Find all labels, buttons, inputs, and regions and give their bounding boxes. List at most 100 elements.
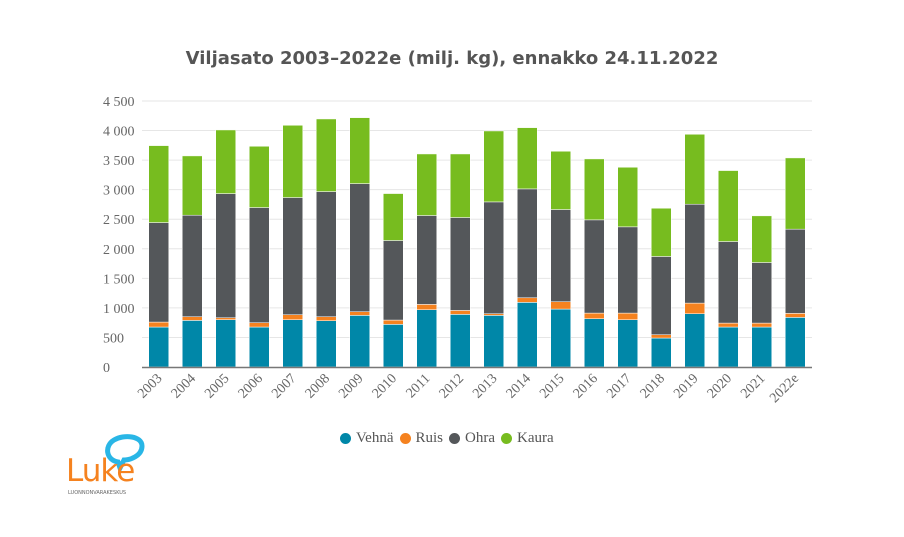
- bar-ruis-2003: [148, 321, 169, 328]
- bar-kaura-2018: [651, 207, 672, 257]
- bar-vehnä-2017: [617, 319, 638, 368]
- legend-label: Vehnä: [356, 430, 394, 446]
- bar-ruis-2022e: [785, 313, 806, 318]
- bar-kaura-2019: [684, 134, 705, 205]
- bar-ruis-2007: [282, 314, 303, 320]
- x-tick-label: 2011: [404, 371, 434, 401]
- bar-ohra-2020: [718, 241, 739, 324]
- bar-ohra-2008: [316, 191, 337, 318]
- legend-label: Kaura: [517, 430, 554, 446]
- x-tick-label: 2005: [202, 371, 232, 401]
- legend-marker-icon: [399, 433, 411, 444]
- bar-vehnä-2019: [684, 313, 705, 368]
- bar-kaura-2010: [383, 193, 404, 241]
- x-tick-label: 2022e: [767, 371, 802, 406]
- y-tick-label: 1 000: [103, 302, 135, 317]
- bar-ohra-2011: [416, 215, 437, 305]
- legend-item-ruis[interactable]: Ruis: [399, 430, 444, 447]
- x-tick-label: 2014: [504, 371, 534, 401]
- leaf-speech-bubble-icon: [105, 434, 145, 472]
- x-tick-label: 2006: [236, 371, 266, 401]
- bar-ruis-2006: [249, 322, 270, 328]
- x-tick-label: 2016: [571, 371, 601, 401]
- bar-ohra-2016: [584, 219, 605, 314]
- bar-kaura-2005: [215, 129, 236, 194]
- bar-kaura-2006: [249, 146, 270, 208]
- x-tick-label: 2020: [705, 371, 735, 401]
- bar-vehnä-2005: [215, 319, 236, 368]
- bar-ruis-2021: [751, 322, 772, 328]
- x-tick-label: 2021: [738, 371, 768, 401]
- bar-vehnä-2016: [584, 318, 605, 368]
- bar-ruis-2017: [617, 312, 638, 320]
- legend-item-ohra[interactable]: Ohra: [449, 430, 495, 447]
- bar-vehnä-2008: [316, 320, 337, 368]
- x-tick-label: 2017: [604, 371, 634, 401]
- bar-kaura-2020: [718, 170, 739, 242]
- legend-label: Ruis: [415, 430, 444, 446]
- bar-kaura-2016: [584, 158, 605, 221]
- bar-ohra-2015: [550, 209, 571, 302]
- bar-vehnä-2010: [383, 324, 404, 368]
- bar-kaura-2013: [483, 130, 504, 203]
- bar-ohra-2005: [215, 193, 236, 319]
- y-tick-label: 3 000: [103, 184, 135, 199]
- x-tick-label: 2019: [671, 371, 701, 401]
- y-tick-label: 2 500: [103, 213, 135, 228]
- bar-vehnä-2018: [651, 337, 672, 368]
- legend-marker-icon: [449, 433, 461, 444]
- bar-kaura-2014: [517, 127, 538, 190]
- bar-ruis-2010: [383, 319, 404, 325]
- x-tick-label: 2012: [437, 371, 467, 401]
- bar-ohra-2014: [517, 188, 538, 299]
- bar-ohra-2006: [249, 207, 270, 323]
- x-tick-label: 2009: [336, 371, 366, 401]
- bar-kaura-2009: [349, 117, 370, 184]
- bar-vehnä-2011: [416, 309, 437, 368]
- bar-vehnä-2004: [182, 320, 203, 368]
- bar-vehnä-2022e: [785, 317, 806, 368]
- bar-ohra-2010: [383, 240, 404, 321]
- y-tick-label: 1 500: [103, 272, 135, 287]
- logo-subtitle: LUONNONVARAKESKUS: [68, 490, 127, 496]
- bar-kaura-2021: [751, 215, 772, 263]
- bar-vehnä-2020: [718, 326, 739, 368]
- bar-ohra-2022e: [785, 228, 806, 314]
- bar-kaura-2015: [550, 150, 571, 210]
- bar-kaura-2017: [617, 167, 638, 228]
- bar-ohra-2003: [148, 222, 169, 323]
- bar-vehnä-2003: [148, 326, 169, 368]
- bar-ruis-2009: [349, 311, 370, 316]
- bar-ruis-2011: [416, 304, 437, 310]
- bar-vehnä-2007: [282, 319, 303, 368]
- x-tick-label: 2008: [303, 371, 333, 401]
- bar-ohra-2004: [182, 214, 203, 318]
- bar-kaura-2004: [182, 155, 203, 216]
- legend: Vehnä Ruis Ohra Kaura: [340, 430, 554, 447]
- y-tick-label: 4 000: [103, 125, 135, 140]
- bar-vehnä-2006: [249, 326, 270, 368]
- bar-kaura-2008: [316, 118, 337, 192]
- x-tick-label: 2010: [370, 371, 400, 401]
- bar-vehnä-2013: [483, 315, 504, 368]
- x-tick-label: 2018: [638, 371, 668, 401]
- bar-vehnä-2009: [349, 315, 370, 368]
- bar-ruis-2015: [550, 301, 571, 310]
- legend-item-kaura[interactable]: Kaura: [501, 430, 554, 447]
- legend-marker-icon: [340, 433, 351, 444]
- y-tick-label: 2 000: [103, 243, 135, 258]
- bar-ruis-2005: [215, 317, 236, 320]
- logo-word: Luke: [66, 453, 135, 489]
- bar-vehnä-2021: [751, 326, 772, 368]
- bar-ruis-2020: [718, 322, 739, 328]
- bar-ruis-2008: [316, 316, 337, 321]
- bar-ohra-2017: [617, 226, 638, 314]
- chart-title: Viljasato 2003–2022e (milj. kg), ennakko…: [185, 48, 719, 69]
- bar-kaura-2007: [282, 125, 303, 198]
- bar-ohra-2012: [450, 217, 471, 311]
- legend-marker-icon: [501, 433, 513, 444]
- legend-item-vehnä[interactable]: Vehnä: [340, 430, 394, 447]
- bar-ruis-2012: [450, 310, 471, 315]
- bar-ruis-2018: [651, 334, 672, 339]
